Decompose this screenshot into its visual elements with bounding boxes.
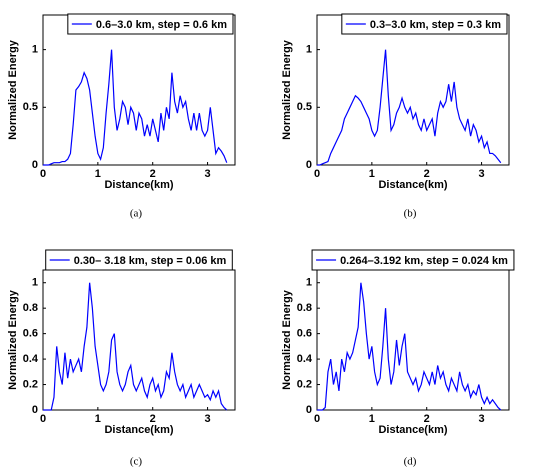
y-tick-label: 0.2	[23, 378, 38, 390]
x-tick-label: 0	[40, 413, 46, 425]
x-tick-label: 1	[95, 168, 101, 180]
x-axis-label: Distance(km)	[104, 179, 173, 191]
legend-box	[45, 249, 233, 271]
x-tick-label: 3	[205, 413, 211, 425]
x-tick-label: 0	[314, 413, 320, 425]
x-tick-label: 2	[424, 413, 430, 425]
y-axis-label: Normalized Energy	[281, 289, 293, 390]
plot-area	[316, 269, 510, 411]
x-tick-label: 1	[369, 168, 375, 180]
data-line	[43, 49, 228, 166]
legend-box	[311, 249, 515, 271]
y-tick-label: 1	[306, 44, 312, 56]
y-tick-label: 0.4	[297, 353, 313, 365]
x-tick-label: 0	[40, 168, 46, 180]
legend-label: 0.6–3.0 km, step = 0.6 km	[96, 19, 227, 31]
legend: 0.264–3.192 km, step = 0.024 km	[311, 249, 515, 271]
caption: (d)	[404, 456, 417, 468]
legend-label: 0.3–3.0 km, step = 0.3 km	[370, 19, 501, 31]
x-tick-label: 3	[205, 168, 211, 180]
legend: 0.6–3.0 km, step = 0.6 km	[67, 13, 234, 35]
data-line	[317, 282, 502, 411]
y-tick-label: 0.5	[297, 101, 312, 113]
legend-box	[67, 13, 234, 35]
y-tick-label: 0.6	[297, 328, 312, 340]
plot-area	[316, 14, 510, 166]
plot-area	[42, 269, 236, 411]
plot-area	[42, 14, 236, 166]
legend: 0.3–3.0 km, step = 0.3 km	[341, 13, 508, 35]
legend-box	[341, 13, 508, 35]
y-axis-label: Normalized Energy	[7, 289, 19, 390]
x-tick-label: 0	[314, 168, 320, 180]
y-tick-label: 0	[306, 159, 312, 171]
y-tick-label: 0.4	[23, 353, 39, 365]
x-tick-label: 3	[479, 413, 485, 425]
x-tick-label: 1	[95, 413, 101, 425]
caption: (c)	[130, 456, 143, 468]
y-tick-label: 0.2	[297, 378, 312, 390]
y-axis-label: Normalized Energy	[7, 39, 19, 140]
data-line	[317, 49, 502, 166]
y-tick-label: 0	[32, 159, 38, 171]
x-tick-label: 2	[150, 168, 156, 180]
y-tick-label: 1	[32, 44, 38, 56]
y-tick-label: 0	[32, 404, 38, 416]
y-tick-label: 0.8	[23, 302, 38, 314]
x-tick-label: 3	[479, 168, 485, 180]
x-tick-label: 2	[150, 413, 156, 425]
y-tick-label: 0	[306, 404, 312, 416]
y-tick-label: 0.5	[23, 101, 38, 113]
legend-label: 0.30– 3.18 km, step = 0.06 km	[74, 255, 227, 267]
x-tick-label: 1	[369, 413, 375, 425]
y-tick-label: 0.8	[297, 302, 312, 314]
y-axis-label: Normalized Energy	[281, 39, 293, 140]
data-line	[43, 282, 228, 411]
legend-label: 0.264–3.192 km, step = 0.024 km	[340, 255, 508, 267]
caption: (a)	[130, 208, 143, 220]
y-tick-label: 1	[306, 277, 312, 289]
legend: 0.30– 3.18 km, step = 0.06 km	[45, 249, 233, 271]
x-axis-label: Distance(km)	[104, 424, 173, 436]
y-tick-label: 1	[32, 277, 38, 289]
x-tick-label: 2	[424, 168, 430, 180]
x-axis-label: Distance(km)	[378, 179, 447, 191]
x-axis-label: Distance(km)	[378, 424, 447, 436]
caption: (b)	[404, 208, 417, 220]
y-tick-label: 0.6	[23, 328, 38, 340]
